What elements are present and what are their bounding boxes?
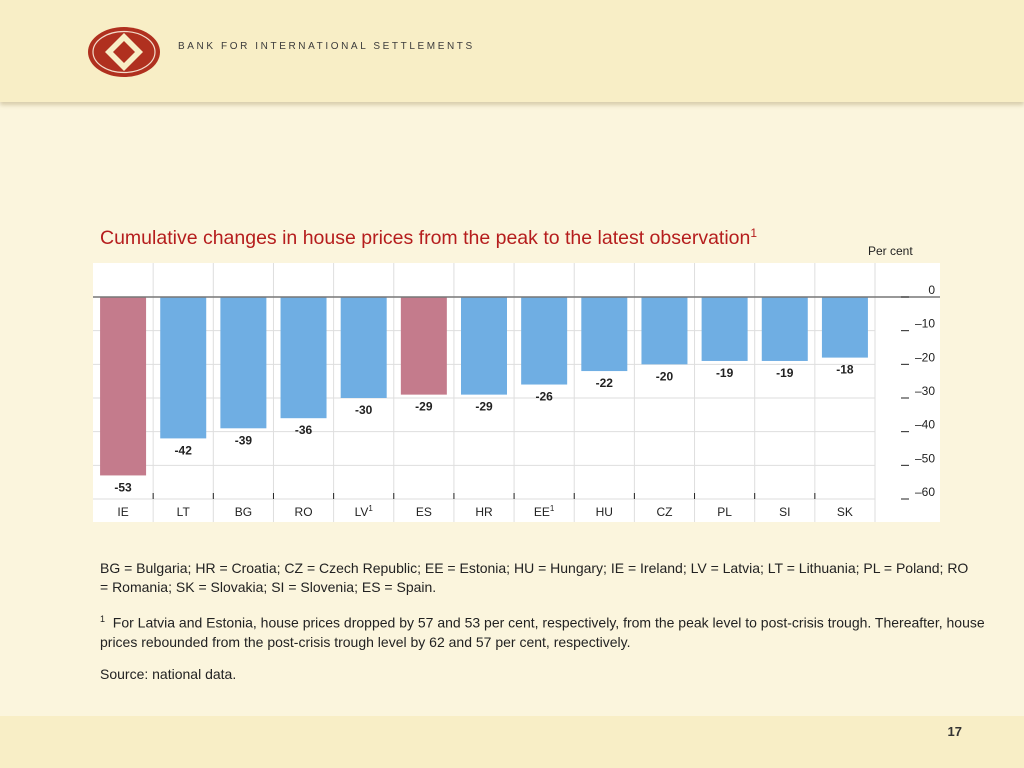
x-tick-label-hu: HU xyxy=(596,505,613,519)
chart-title: Cumulative changes in house prices from … xyxy=(100,226,757,250)
chart-title-text: Cumulative changes in house prices from … xyxy=(100,227,751,249)
bar-cz xyxy=(641,297,688,365)
x-tick-label-es: ES xyxy=(416,505,432,519)
data-label-es: -29 xyxy=(415,400,433,414)
page-number: 17 xyxy=(947,724,962,739)
data-label-hu: -22 xyxy=(596,376,614,390)
data-label-sk: -18 xyxy=(836,363,854,377)
country-abbreviations: BG = Bulgaria; HR = Croatia; CZ = Czech … xyxy=(100,560,969,595)
plot-background xyxy=(93,263,940,522)
data-label-pl: -19 xyxy=(716,366,734,380)
bar-es xyxy=(400,297,447,395)
slide-footer: 17 xyxy=(0,716,1024,768)
bar-hu xyxy=(581,297,628,372)
data-label-lt: -42 xyxy=(175,443,193,457)
x-tick-label-pl: PL xyxy=(717,505,732,519)
y-tick-label: –60 xyxy=(915,485,935,499)
data-label-hr: -29 xyxy=(475,400,493,414)
bar-pl xyxy=(701,297,748,361)
bar-hr xyxy=(461,297,507,395)
footnote-marker: 1 xyxy=(100,614,106,624)
x-tick-label-bg: BG xyxy=(235,505,252,519)
x-tick-superscript: 1 xyxy=(368,504,373,513)
data-label-lv: -30 xyxy=(355,403,373,417)
bis-logo xyxy=(88,27,160,77)
bar-sk xyxy=(821,297,868,358)
data-label-ee: -26 xyxy=(535,390,553,404)
y-tick-label: –50 xyxy=(915,451,935,465)
x-tick-label-si: SI xyxy=(779,505,790,519)
unit-label: Per cent xyxy=(868,244,913,258)
x-tick-label-ro: RO xyxy=(295,505,313,519)
bar-lt xyxy=(160,297,207,439)
org-name: BANK FOR INTERNATIONAL SETTLEMENTS xyxy=(178,41,475,52)
bar-ee xyxy=(521,297,568,385)
bar-lv xyxy=(340,297,387,398)
x-tick-label-ee: EE1 xyxy=(534,504,555,519)
bar-chart: -53IE-42LT-39BG-36RO-30LV1-29ES-29HR-26E… xyxy=(93,263,940,522)
data-label-ie: -53 xyxy=(114,480,132,494)
y-tick-label: –10 xyxy=(915,317,935,331)
footnote-text: For Latvia and Estonia, house prices dro… xyxy=(100,614,985,650)
x-tick-label-ie: IE xyxy=(117,505,128,519)
data-label-ro: -36 xyxy=(295,423,313,437)
x-tick-label-cz: CZ xyxy=(656,505,672,519)
y-tick-label: –40 xyxy=(915,418,935,432)
source-note: Source: national data. xyxy=(100,666,237,682)
x-tick-label-lt: LT xyxy=(177,505,191,519)
x-tick-label-hr: HR xyxy=(475,505,493,519)
chart-title-footnote-marker: 1 xyxy=(750,226,758,240)
bar-bg xyxy=(220,297,267,429)
x-tick-label-sk: SK xyxy=(837,505,853,519)
bar-si xyxy=(761,297,808,361)
x-tick-superscript: 1 xyxy=(550,504,555,513)
y-tick-label: –20 xyxy=(915,350,935,364)
y-tick-label: –30 xyxy=(915,384,935,398)
bar-ie xyxy=(100,297,147,476)
data-label-cz: -20 xyxy=(656,369,674,383)
footnote: 1 For Latvia and Estonia, house prices d… xyxy=(100,610,990,652)
y-tick-label: 0 xyxy=(928,283,935,297)
data-label-si: -19 xyxy=(776,366,794,380)
slide-header: BANK FOR INTERNATIONAL SETTLEMENTS xyxy=(0,0,1024,102)
data-label-bg: -39 xyxy=(235,433,253,447)
bar-ro xyxy=(280,297,327,419)
